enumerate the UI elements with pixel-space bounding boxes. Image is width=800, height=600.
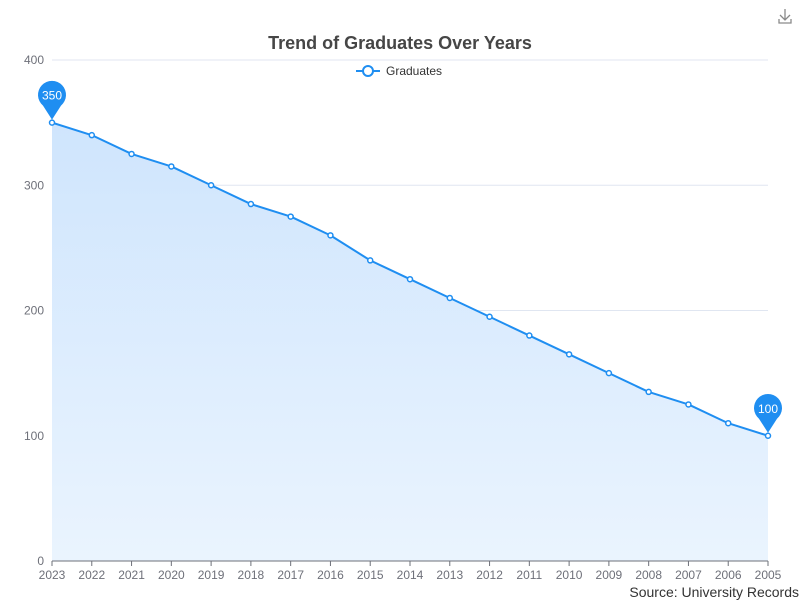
data-point[interactable] [486, 313, 493, 321]
x-tick-label: 2014 [397, 568, 424, 582]
area-fill [52, 122, 768, 561]
data-point[interactable] [526, 332, 533, 339]
data-point[interactable] [247, 200, 255, 208]
x-tick-label: 2008 [635, 568, 662, 582]
mark-pin: 100 [754, 394, 782, 433]
data-point[interactable] [446, 294, 454, 302]
data-point[interactable] [88, 131, 96, 139]
y-tick-label: 100 [24, 429, 44, 443]
x-tick-label: 2022 [78, 568, 105, 582]
series-area [52, 122, 768, 561]
mark-pin: 350 [38, 80, 66, 120]
y-tick-label: 300 [24, 178, 44, 192]
x-tick-label: 2009 [596, 568, 623, 582]
x-tick-label: 2023 [39, 568, 66, 582]
x-tick-label: 2021 [118, 568, 145, 582]
mark-pin-shape [38, 80, 66, 120]
mark-pin-shape [754, 394, 782, 433]
x-tick-label: 2016 [317, 568, 344, 582]
x-tick-label: 2018 [238, 568, 265, 582]
x-tick-label: 2019 [198, 568, 225, 582]
data-point[interactable] [605, 369, 613, 377]
chart-title: Trend of Graduates Over Years [268, 33, 532, 53]
data-point[interactable] [128, 150, 135, 158]
data-point[interactable] [207, 182, 215, 189]
x-tick-label: 2012 [476, 568, 503, 582]
y-tick-label: 400 [24, 53, 44, 67]
axes: 0 100 200 300 400 2023 2022 2021 2020 2019 2018 201… [24, 53, 782, 582]
data-point[interactable] [685, 401, 692, 408]
legend-label: Graduates [386, 64, 442, 78]
x-tick-label: 2013 [436, 568, 463, 582]
x-tick-label: 2010 [556, 568, 583, 582]
data-point[interactable] [287, 213, 294, 220]
y-tick-label: 200 [24, 304, 44, 318]
mark-pin-label: 350 [42, 89, 62, 103]
mark-pin-label: 100 [758, 402, 778, 416]
download-icon[interactable] [778, 9, 792, 24]
data-point[interactable] [168, 163, 175, 170]
x-tick-label: 2017 [277, 568, 304, 582]
data-point[interactable] [724, 419, 732, 427]
data-point[interactable] [406, 275, 414, 283]
source-note: Source: University Records [629, 584, 799, 600]
x-tick-label: 2011 [516, 568, 542, 582]
data-point[interactable] [327, 232, 334, 239]
data-point[interactable] [48, 119, 56, 126]
y-tick-label: 0 [37, 554, 44, 568]
x-tick-label: 2006 [715, 568, 742, 582]
data-point[interactable] [366, 257, 374, 264]
data-point[interactable] [764, 432, 772, 439]
data-points [48, 119, 772, 439]
legend-marker [362, 65, 374, 77]
x-tick-label: 2020 [158, 568, 185, 582]
x-tick-label: 2005 [755, 568, 782, 582]
data-point[interactable] [565, 351, 573, 358]
data-point[interactable] [645, 388, 652, 396]
x-tick-label: 2007 [675, 568, 702, 582]
legend[interactable]: Graduates [356, 64, 442, 78]
mark-pins: 350 100 [38, 80, 782, 433]
x-tick-label: 2015 [357, 568, 384, 582]
